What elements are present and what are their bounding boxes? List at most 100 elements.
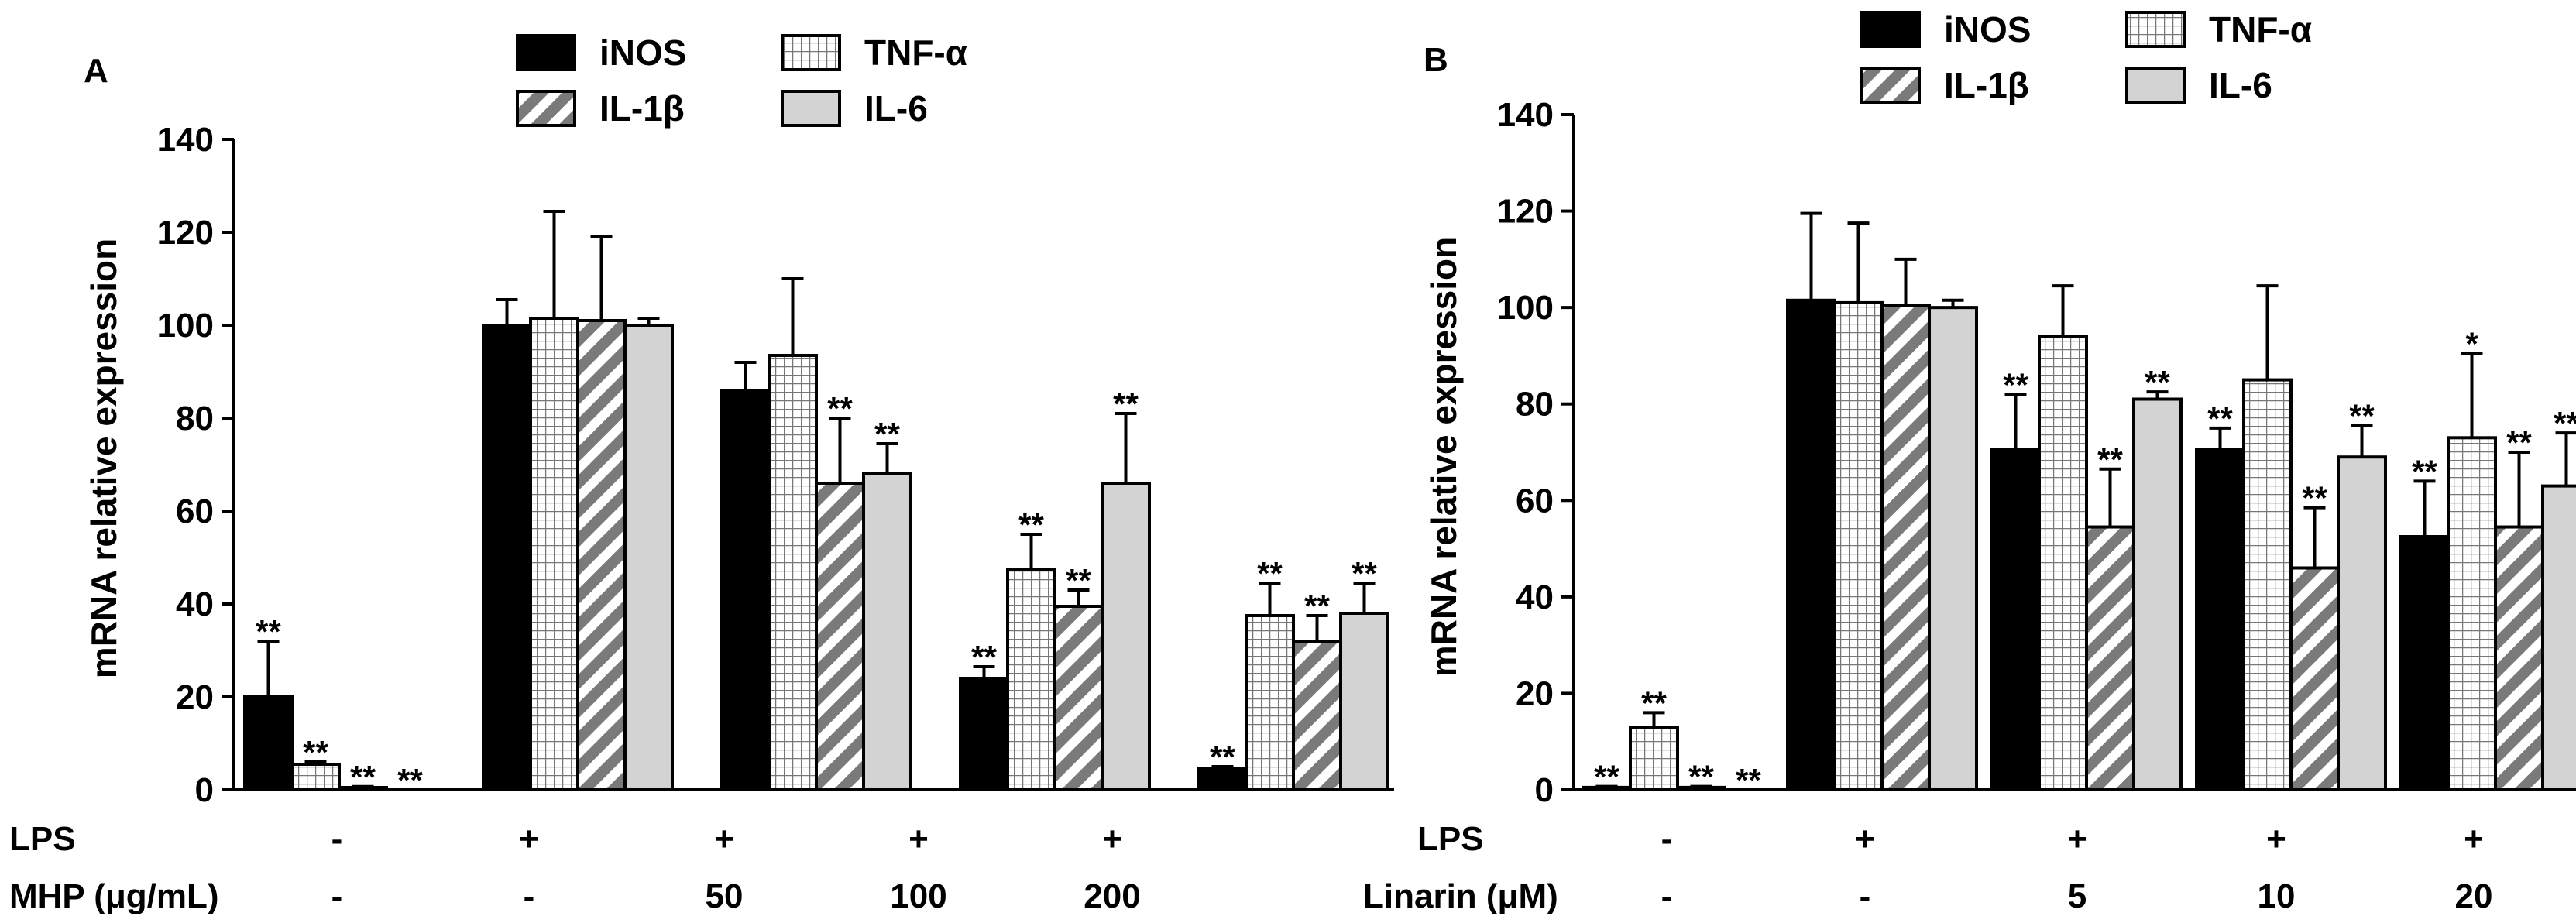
bar-il-6 — [2541, 484, 2576, 791]
significance-label: * — [2465, 325, 2478, 362]
significance-label: ** — [303, 734, 328, 770]
significance-label: ** — [1736, 762, 1761, 798]
significance-label: ** — [2207, 400, 2233, 437]
bar-tnf — [768, 354, 818, 791]
condition-row1-value: + — [1855, 820, 1875, 858]
bar-inos — [2195, 448, 2245, 792]
bar-il-6 — [2337, 455, 2387, 791]
significance-label: ** — [2302, 480, 2327, 516]
y-tick-label: 40 — [1516, 578, 1554, 616]
significance-label: ** — [2506, 424, 2532, 461]
bar-inos — [720, 389, 771, 791]
significance-label: ** — [874, 416, 900, 452]
condition-row2-value: 50 — [706, 877, 744, 915]
y-tick-label: 120 — [1497, 193, 1554, 231]
y-tick-label: 20 — [176, 678, 214, 716]
bar-tnf — [2038, 335, 2088, 791]
y-tick-label: 80 — [176, 400, 214, 437]
bar-il-6 — [1101, 482, 1151, 791]
bar-tnf — [1006, 568, 1056, 791]
bar-il-1 — [576, 319, 627, 791]
condition-row2-value: 5 — [2068, 877, 2087, 915]
bar-tnf — [1833, 300, 1884, 791]
legend-label: TNF-α — [864, 33, 967, 73]
legend-label: IL-6 — [864, 88, 928, 129]
legend-swatch-il-1 — [1860, 67, 1921, 104]
bar-inos — [1990, 448, 2041, 792]
bar-il-1 — [1292, 640, 1342, 791]
condition-row2-value: - — [1860, 877, 1871, 915]
legend-swatch-il-1 — [516, 90, 576, 127]
y-tick-label: 60 — [176, 492, 214, 530]
significance-label: ** — [1066, 562, 1091, 599]
condition-row2-value: - — [1661, 877, 1673, 915]
legend-label: IL-6 — [2209, 65, 2272, 105]
significance-label: ** — [2145, 364, 2170, 400]
y-tick-label: 20 — [1516, 674, 1554, 712]
y-tick-label: 80 — [1516, 386, 1554, 424]
condition-row1-value: - — [331, 820, 343, 858]
panel-label: A — [84, 52, 108, 90]
legend-swatch-il-6 — [781, 90, 841, 127]
y-tick-label: 100 — [157, 307, 214, 345]
significance-label: ** — [2412, 453, 2437, 489]
bar-inos — [959, 677, 1009, 791]
condition-row2-value: 20 — [2455, 877, 2493, 915]
legend-label: TNF-α — [2209, 9, 2312, 50]
legend-label: IL-1β — [1944, 65, 2029, 105]
significance-label: ** — [1257, 555, 1283, 592]
legend: iNOS IL-1β TNF-α IL-6 — [516, 33, 967, 129]
y-axis-label: mRNA relative expression — [84, 238, 124, 678]
significance-label: ** — [256, 613, 281, 650]
legend-swatch-inos — [516, 34, 576, 71]
y-tick-label: 60 — [1516, 482, 1554, 520]
bar-il-1 — [815, 482, 865, 791]
y-tick-label: 120 — [157, 214, 214, 252]
condition-row1-value: + — [714, 820, 734, 858]
significance-label: ** — [1641, 685, 1667, 721]
legend-swatch-inos — [1860, 11, 1921, 48]
legend: iNOS IL-1β TNF-α IL-6 — [1860, 9, 2312, 105]
condition-row2-label: MHP (μg/mL) — [9, 877, 219, 915]
bar-inos — [2399, 535, 2450, 791]
y-tick-label: 40 — [176, 585, 214, 623]
condition-row1-value: + — [1102, 820, 1122, 858]
panel-a: A mRNA relative expression iNOS IL-1β TNF-… — [9, 33, 1394, 915]
significance-label: ** — [2349, 398, 2375, 434]
legend-swatch-tnf — [781, 34, 841, 71]
bar-tnf — [529, 317, 579, 791]
bar-tnf — [1245, 614, 1295, 791]
condition-row2-value: 10 — [2258, 877, 2296, 915]
y-tick-label: 140 — [1497, 96, 1554, 134]
significance-label: ** — [2003, 366, 2028, 403]
condition-row1-value: + — [2067, 820, 2087, 858]
bar-il-6 — [862, 472, 912, 791]
legend-swatch-il-6 — [2125, 67, 2186, 104]
y-axis-label: mRNA relative expression — [1424, 237, 1464, 677]
significance-label: ** — [971, 639, 997, 675]
bar-il-6 — [1339, 612, 1389, 791]
legend-label: iNOS — [599, 33, 686, 73]
bar-il-6 — [623, 324, 674, 791]
condition-row1-value: - — [1661, 820, 1673, 858]
y-tick-label: 100 — [1497, 289, 1554, 327]
legend-label: IL-1β — [599, 88, 685, 129]
significance-label: ** — [1018, 506, 1044, 543]
panel-label: B — [1424, 41, 1448, 79]
condition-row2-value: - — [331, 877, 343, 915]
significance-label: ** — [1352, 555, 1377, 592]
condition-row2-label: Linarin (μM) — [1363, 877, 1558, 915]
significance-label: ** — [1113, 386, 1139, 422]
bar-il-1 — [2494, 525, 2544, 791]
bar-tnf — [2242, 378, 2293, 792]
y-tick-label: 0 — [195, 771, 214, 809]
y-tick-label: 140 — [157, 121, 214, 159]
significance-label: ** — [827, 390, 853, 427]
condition-row1-label: LPS — [9, 820, 76, 858]
condition-row2-value: - — [524, 877, 535, 915]
condition-row1-value: + — [908, 820, 929, 858]
bar-il-6 — [2132, 397, 2183, 791]
condition-row1-value: + — [2464, 820, 2484, 858]
bar-il-1 — [1880, 304, 1931, 791]
bar-tnf — [2447, 436, 2497, 791]
